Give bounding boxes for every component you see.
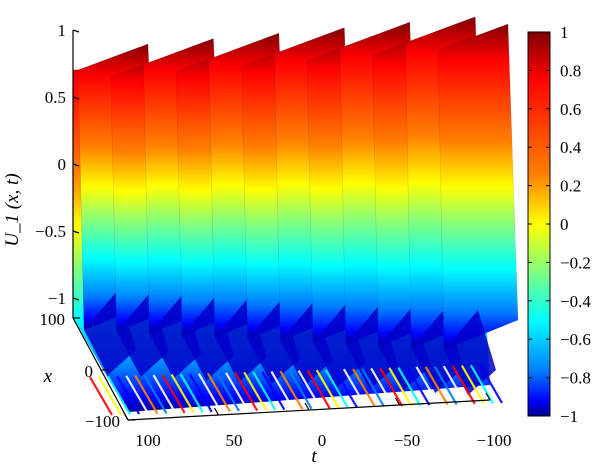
surface-floor-stripe (179, 373, 204, 413)
surface-floor-stripe (279, 370, 304, 410)
surface-floor-stripe (234, 371, 259, 412)
surface-floor-stripe (352, 368, 376, 408)
colorbar-tick-label: −0.4 (560, 292, 591, 311)
surface-floor-stripe (397, 366, 422, 407)
surface-floor-stripe (197, 373, 222, 413)
z-tick-mark (72, 96, 80, 100)
t-tick-label: 50 (226, 431, 243, 450)
colorbar-tick-label: 0.2 (560, 177, 581, 196)
colorbar-tick-label: 0 (560, 215, 569, 234)
surface-floor-stripe (98, 376, 123, 416)
surface-floor-stripe (125, 375, 150, 415)
z-tick-label: −0.5 (35, 222, 66, 241)
t-tick-mark (485, 392, 491, 401)
colorbar-tick-label: −0.8 (560, 369, 591, 388)
z-tick-mark (72, 163, 80, 167)
x-tick-group: 100 0 −100 (40, 310, 135, 431)
surface-floor-stripe (460, 365, 485, 405)
surface-floor-stripe (469, 364, 494, 404)
surface-floor-stripe (315, 369, 340, 409)
surface-floor-stripe (252, 371, 277, 411)
colorbar-tick-label: 0.4 (560, 138, 582, 157)
x-axis-label: x (43, 366, 53, 387)
z-tick-group: 1 0.5 0 −0.5 −1 (35, 21, 80, 308)
surface-floor-stripe (451, 365, 476, 405)
colorbar-tick-label: −1 (560, 407, 578, 426)
surface-floor-stripe (134, 375, 159, 415)
surface-floor-stripe (333, 368, 358, 409)
x-axis-line (72, 317, 129, 421)
colorbar-tick-label: −0.2 (560, 253, 591, 272)
surface-floor-stripe (388, 367, 413, 407)
z-tick-mark (72, 29, 80, 33)
x-tick-label: 100 (40, 310, 66, 329)
surface-floor-stripe (442, 365, 467, 405)
z-tick-label: 1 (58, 21, 67, 40)
surface-floor-stripe (216, 372, 240, 412)
surface-plot (73, 16, 519, 416)
surface-floor-stripe (206, 372, 231, 412)
z-axis-label: U_1 (x, t) (2, 173, 23, 246)
surface-floor-stripe (270, 370, 295, 410)
surface-floor-stripe (107, 375, 132, 415)
t-tick-label: 0 (318, 431, 327, 450)
surface-floor-stripe (324, 369, 349, 409)
t-tick-label: 100 (135, 431, 161, 450)
surface-floor-stripe (152, 374, 177, 414)
z-tick-label: 0 (58, 155, 67, 174)
colorbar-tick-group: 1 0.8 0.6 0.4 0.2 0 −0.2 −0.4 −0.6 −0.8 −1 (528, 23, 591, 426)
x-tick-label: 0 (85, 362, 94, 381)
surface-floor-stripe (479, 364, 503, 404)
z-tick-mark (72, 230, 80, 234)
colorbar-tick-label: 0.8 (560, 61, 581, 80)
t-tick-mark (213, 407, 220, 416)
surface-floor-stripe (225, 372, 249, 412)
surface-floor-stripe (89, 376, 113, 416)
t-tick-label: −100 (476, 431, 511, 450)
surface-floor-stripe (361, 368, 386, 408)
colorbar-tick-label: −0.6 (560, 330, 591, 349)
t-tick-mark (394, 397, 401, 406)
t-tick-mark (123, 412, 129, 421)
surface-crest (437, 23, 519, 351)
x-tick-label: −100 (85, 412, 120, 431)
surface-floor-stripe (306, 369, 331, 409)
surface-floor-stripe (143, 374, 168, 414)
surface-floor-stripe (343, 368, 367, 408)
surface-floor-stripe (297, 370, 322, 410)
surface-floor-stripe (424, 366, 449, 406)
surface-floor-stripe (370, 367, 395, 407)
surface-floor-stripe (379, 367, 404, 407)
surface-floor-stripe (170, 373, 195, 414)
surface-floor-stripe (243, 371, 268, 411)
surface-floor-stripe (261, 371, 286, 411)
colorbar-tick-label: 0.6 (560, 100, 581, 119)
surface-floor-stripe (161, 374, 186, 414)
surface-floor-stripe (415, 366, 440, 406)
surface-floor-stripe (433, 365, 458, 405)
z-tick-mark (72, 297, 80, 301)
surface-floor-stripe (406, 366, 431, 406)
t-tick-mark (304, 402, 310, 411)
colorbar-tick-label: 1 (560, 23, 569, 42)
t-axis-label: t (311, 446, 317, 467)
surface-floor-stripe (188, 373, 213, 413)
surface-floor-stripe (288, 370, 313, 410)
t-tick-label: −50 (394, 431, 421, 450)
z-tick-label: −1 (48, 289, 66, 308)
t-tick-group: 100 50 0 −50 −100 (123, 392, 512, 450)
z-tick-label: 0.5 (45, 88, 66, 107)
surface-floor-stripe (116, 375, 141, 415)
